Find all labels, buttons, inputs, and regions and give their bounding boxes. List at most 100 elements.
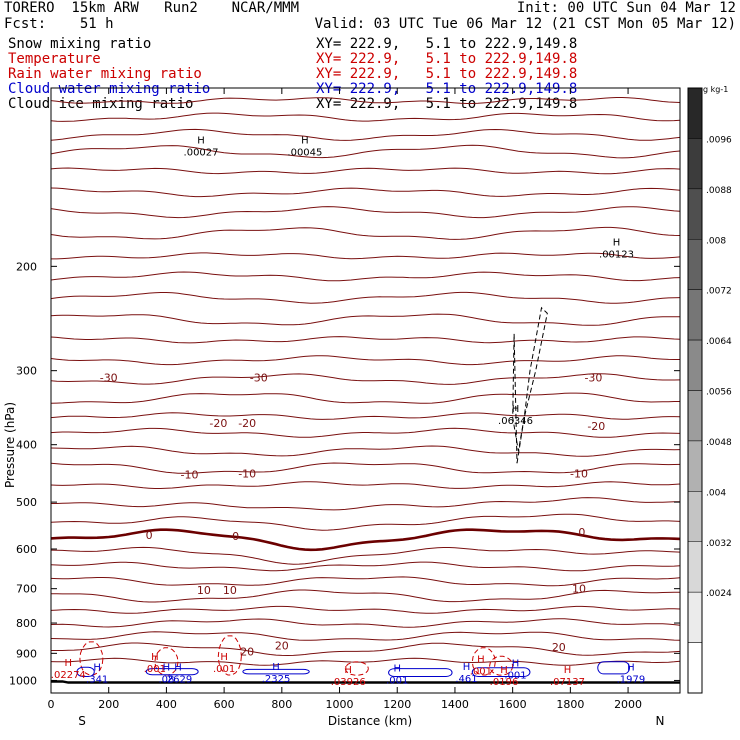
extremum-value: .001 (386, 675, 408, 686)
y-tick-label: 1000 (9, 674, 37, 687)
extremum-value: .03926 (331, 677, 366, 688)
isotherm-line (50, 206, 681, 219)
isotherm-line (50, 271, 681, 282)
isotherm-line (50, 589, 680, 603)
extremum-value: .00027 (184, 147, 219, 158)
y-tick-label: 700 (16, 583, 37, 596)
colorbar-label: .004 (706, 488, 726, 498)
extremum-marker: H (613, 238, 621, 249)
isotherm-line (50, 576, 681, 587)
y-tick-label: 900 (16, 647, 37, 660)
cloud-water-contour (145, 668, 199, 676)
colorbar-label: .0064 (706, 337, 732, 347)
colorbar-swatch (687, 289, 703, 341)
extremum-marker: H (477, 655, 485, 666)
legend-cloud-water-xy: XY= 222.9, 5.1 to 222.9,149.8 (316, 81, 578, 97)
colorbar-swatch (687, 491, 703, 543)
isotherm-line (50, 412, 681, 420)
colorbar-label: .0088 (706, 186, 732, 196)
colorbar-swatch (687, 642, 703, 694)
extremum-marker: H (512, 404, 520, 415)
isotherm-line (50, 144, 681, 159)
y-tick-label: 500 (16, 496, 37, 509)
x-axis-label: Distance (km) (328, 714, 412, 728)
extremum-marker: H (151, 652, 159, 663)
isotherm-line (50, 605, 681, 614)
extremum-marker: H (564, 665, 572, 676)
temperature-label: 20 (275, 640, 289, 653)
extremum-marker: H (463, 662, 471, 673)
temperature-label: 10 (197, 584, 211, 597)
y-tick-label: 300 (16, 365, 37, 378)
extremum-marker: H (512, 659, 520, 670)
colorbar-swatch (687, 390, 703, 442)
temperature-label: 20 (552, 641, 566, 654)
isotherm-line (50, 427, 681, 438)
rain-contour (489, 655, 514, 676)
x-tick-label: 400 (156, 698, 177, 711)
surface-line (51, 680, 680, 684)
extremum-value: .001 (213, 664, 235, 675)
temperature-label: -10 (570, 467, 588, 480)
cloud-ice-contour (512, 306, 548, 464)
y-tick-label: 600 (16, 543, 37, 556)
colorbar-units: g kg-1 (703, 85, 728, 94)
temperature-label: 20 (240, 645, 254, 658)
valid-time: Valid: 03 UTC Tue 06 Mar 12 (21 CST Mon … (314, 16, 736, 32)
extremum-value: .2629 (164, 675, 193, 686)
legend-cloud-ice-label: Cloud ice mixing ratio (8, 96, 194, 112)
isotherm-line (50, 462, 681, 474)
colorbar-swatch (687, 591, 703, 643)
temperature-label: 0 (232, 530, 239, 543)
colorbar-swatch (687, 541, 703, 593)
extremum-value: .02274 (51, 670, 86, 681)
isotherm-line (50, 97, 681, 104)
rain-contour (344, 661, 369, 676)
colorbar-swatch (687, 87, 703, 139)
colorbar-swatch (687, 188, 703, 240)
isotherm-line (50, 291, 681, 304)
extremum-value: .00123 (599, 250, 634, 261)
colorbar-swatch (687, 138, 703, 190)
temperature-label: -10 (181, 468, 199, 481)
isotherm-line (51, 252, 681, 260)
forecast-hour: Fcst: 51 h (4, 16, 114, 32)
y-tick-label: 400 (16, 439, 37, 452)
extremum-marker: H (220, 652, 228, 663)
legend-rain-xy: XY= 222.9, 5.1 to 222.9,149.8 (316, 66, 578, 82)
extremum-marker: H (65, 658, 73, 669)
x-tick-label: 2000 (614, 698, 642, 711)
colorbar-label: .0032 (706, 539, 732, 549)
extremum-value: .001 (504, 671, 526, 682)
isotherm-line (50, 481, 681, 489)
plot-frame (50, 87, 681, 694)
extremum-value: .0196 (490, 677, 519, 688)
rain-contour (217, 635, 242, 676)
legend-cloud-water-label: Cloud water mixing ratio (8, 81, 211, 97)
temperature-label: -30 (100, 371, 118, 384)
extremum-marker: H (344, 665, 352, 676)
colorbar-label: .0096 (706, 135, 732, 145)
isotherm-line (50, 618, 681, 628)
cloud-water-contour (597, 661, 631, 675)
extremum-value: .341 (86, 675, 108, 686)
isotherm-line (50, 528, 681, 552)
y-tick-label: 800 (16, 617, 37, 630)
colorbar-label: .0072 (706, 287, 732, 297)
extremum-marker: H (272, 662, 280, 673)
extremum-marker: H (197, 135, 205, 146)
isotherm-line (50, 112, 681, 122)
isotherm-line (50, 546, 681, 565)
temperature-label: 0 (146, 529, 153, 542)
isotherm-line (51, 642, 681, 657)
isotherm-line (50, 561, 681, 572)
contour-layer: -30 -30 -30 -20 -20 -20 -10 -10 -10 0 0 0 10 10 10 20 20… (50, 97, 681, 684)
colorbar-label: .0024 (706, 589, 732, 599)
isotherm-line (50, 336, 681, 344)
extremum-marker: H (500, 665, 508, 676)
x-tick-label: 1200 (383, 698, 411, 711)
temperature-label: 0 (578, 526, 585, 539)
isotherm-line (50, 355, 680, 366)
y-tick-label: 200 (16, 260, 37, 273)
